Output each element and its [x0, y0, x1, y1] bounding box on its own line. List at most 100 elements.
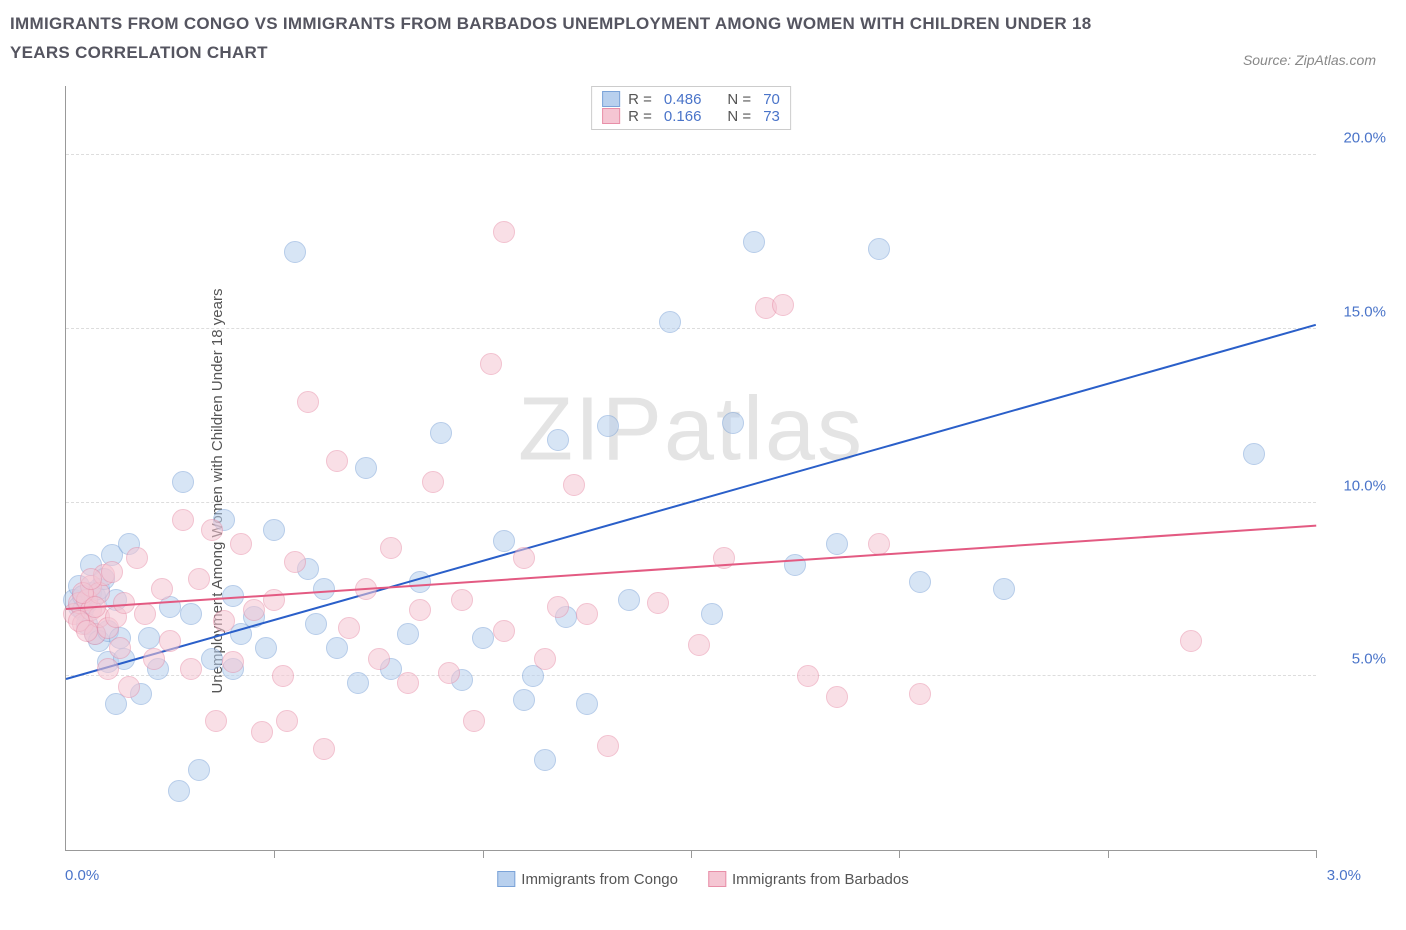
- data-point: [659, 311, 681, 333]
- data-point: [180, 603, 202, 625]
- data-point: [826, 533, 848, 555]
- gridline: [66, 328, 1316, 329]
- n-label: N =: [727, 91, 751, 108]
- data-point: [134, 603, 156, 625]
- data-point: [355, 457, 377, 479]
- data-point: [688, 634, 710, 656]
- data-point: [368, 648, 390, 670]
- swatch-congo: [602, 91, 620, 107]
- data-point: [1243, 443, 1265, 465]
- n-label: N =: [727, 108, 751, 125]
- data-point: [263, 519, 285, 541]
- data-point: [201, 519, 223, 541]
- data-point: [276, 710, 298, 732]
- x-tick-min: 0.0%: [65, 867, 99, 884]
- n-value-congo: 70: [763, 91, 780, 108]
- data-point: [172, 471, 194, 493]
- data-point: [284, 551, 306, 573]
- r-value-barbados: 0.166: [664, 108, 702, 125]
- y-tick-label: 10.0%: [1343, 477, 1386, 494]
- data-point: [151, 578, 173, 600]
- data-point: [647, 592, 669, 614]
- data-point: [784, 554, 806, 576]
- data-point: [909, 571, 931, 593]
- r-label: R =: [628, 108, 652, 125]
- data-point: [868, 533, 890, 555]
- data-point: [563, 474, 585, 496]
- data-point: [297, 391, 319, 413]
- data-point: [397, 672, 419, 694]
- data-point: [326, 450, 348, 472]
- legend-label-congo: Immigrants from Congo: [521, 871, 678, 888]
- data-point: [701, 603, 723, 625]
- data-point: [180, 658, 202, 680]
- data-point: [255, 637, 277, 659]
- x-tick: [1316, 850, 1317, 858]
- data-point: [597, 415, 619, 437]
- data-point: [534, 648, 556, 670]
- data-point: [722, 412, 744, 434]
- data-point: [172, 509, 194, 531]
- data-point: [138, 627, 160, 649]
- data-point: [797, 665, 819, 687]
- x-tick: [691, 850, 692, 858]
- n-value-barbados: 73: [763, 108, 780, 125]
- data-point: [397, 623, 419, 645]
- data-point: [213, 610, 235, 632]
- data-point: [159, 630, 181, 652]
- data-point: [576, 603, 598, 625]
- data-point: [305, 613, 327, 635]
- data-point: [493, 620, 515, 642]
- legend-item-barbados: Immigrants from Barbados: [708, 871, 909, 888]
- data-point: [251, 721, 273, 743]
- data-point: [143, 648, 165, 670]
- data-point: [338, 617, 360, 639]
- y-tick-label: 20.0%: [1343, 130, 1386, 147]
- x-tick: [274, 850, 275, 858]
- data-point: [868, 238, 890, 260]
- legend-row-congo: R = 0.486 N = 70: [602, 91, 780, 108]
- data-point: [326, 637, 348, 659]
- data-point: [80, 568, 102, 590]
- data-point: [993, 578, 1015, 600]
- data-point: [597, 735, 619, 757]
- series-legend: Immigrants from Congo Immigrants from Ba…: [497, 871, 908, 888]
- data-point: [101, 561, 123, 583]
- data-point: [168, 780, 190, 802]
- data-point: [909, 683, 931, 705]
- data-point: [493, 530, 515, 552]
- legend-label-barbados: Immigrants from Barbados: [732, 871, 909, 888]
- data-point: [263, 589, 285, 611]
- data-point: [438, 662, 460, 684]
- gridline: [66, 675, 1316, 676]
- data-point: [547, 429, 569, 451]
- data-point: [205, 710, 227, 732]
- data-point: [230, 533, 252, 555]
- legend-item-congo: Immigrants from Congo: [497, 871, 678, 888]
- data-point: [534, 749, 556, 771]
- data-point: [284, 241, 306, 263]
- data-point: [1180, 630, 1202, 652]
- data-point: [422, 471, 444, 493]
- data-point: [430, 422, 452, 444]
- x-tick: [899, 850, 900, 858]
- header: IMMIGRANTS FROM CONGO VS IMMIGRANTS FROM…: [10, 10, 1396, 68]
- data-point: [513, 689, 535, 711]
- swatch-barbados-icon: [708, 871, 726, 887]
- data-point: [409, 599, 431, 621]
- correlation-legend: R = 0.486 N = 70 R = 0.166 N = 73: [591, 86, 791, 130]
- y-tick-label: 15.0%: [1343, 303, 1386, 320]
- data-point: [513, 547, 535, 569]
- source-label: Source: ZipAtlas.com: [1243, 52, 1396, 68]
- x-tick-max: 3.0%: [1327, 867, 1361, 884]
- plot-area: ZIPatlas R = 0.486 N = 70 R = 0.166 N = …: [65, 86, 1316, 851]
- chart-title: IMMIGRANTS FROM CONGO VS IMMIGRANTS FROM…: [10, 10, 1110, 68]
- data-point: [463, 710, 485, 732]
- data-point: [188, 759, 210, 781]
- data-point: [347, 672, 369, 694]
- data-point: [618, 589, 640, 611]
- data-point: [201, 648, 223, 670]
- chart-container: Unemployment Among Women with Children U…: [10, 76, 1396, 906]
- data-point: [97, 658, 119, 680]
- data-point: [547, 596, 569, 618]
